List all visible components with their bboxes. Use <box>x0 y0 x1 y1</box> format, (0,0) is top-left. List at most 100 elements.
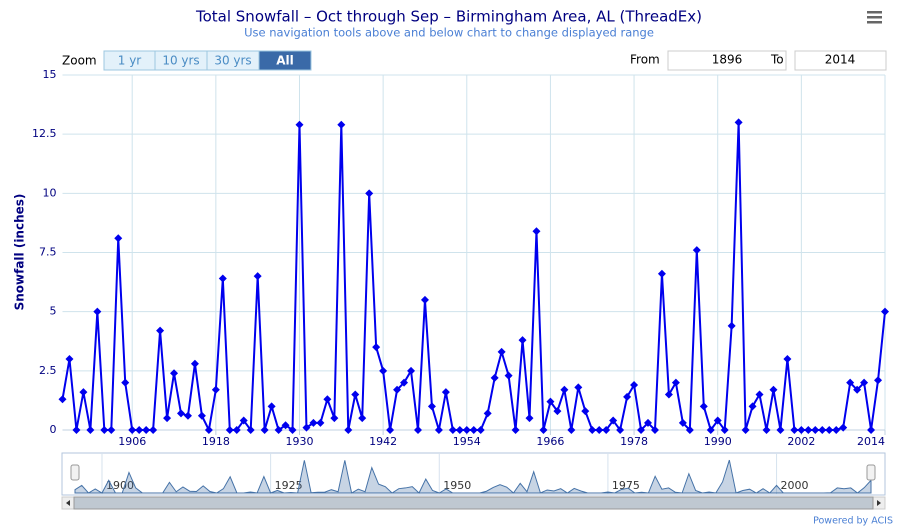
data-point <box>657 269 666 278</box>
x-tick-label: 1978 <box>620 435 648 448</box>
data-point <box>218 274 227 283</box>
data-point <box>532 227 541 236</box>
scrollbar-right-arrow[interactable] <box>877 500 881 506</box>
from-label: From <box>630 53 660 67</box>
data-point <box>811 426 820 434</box>
data-point <box>637 426 646 434</box>
data-point <box>713 416 722 425</box>
y-tick-label: 2.5 <box>39 364 57 377</box>
data-point <box>427 402 436 411</box>
data-point <box>434 426 443 434</box>
data-point <box>818 426 827 434</box>
navigator-tick-label: 2000 <box>781 479 809 492</box>
from-input[interactable] <box>667 50 787 71</box>
data-point <box>518 336 527 345</box>
data-point <box>630 381 639 390</box>
data-point <box>504 371 513 380</box>
data-point <box>671 378 680 387</box>
data-point <box>239 416 248 425</box>
data-point <box>246 426 255 434</box>
data-point <box>79 388 88 397</box>
credit: Powered by ACIS <box>813 516 893 527</box>
data-point <box>539 426 548 434</box>
zoom-button[interactable] <box>258 50 312 71</box>
data-point <box>623 392 632 401</box>
data-point <box>372 343 381 352</box>
data-point <box>316 418 325 427</box>
data-point <box>393 385 402 394</box>
scrollbar-left-arrow[interactable] <box>66 500 70 506</box>
data-point <box>581 407 590 416</box>
navigator-handle[interactable] <box>866 464 876 481</box>
zoom-button-label: 10 yrs <box>162 54 199 68</box>
data-point <box>455 426 464 434</box>
data-point <box>386 426 395 434</box>
data-point <box>881 307 889 316</box>
zoom-button-label: 30 yrs <box>214 54 251 68</box>
data-point <box>832 426 841 434</box>
data-point <box>281 421 290 430</box>
data-point <box>156 326 165 335</box>
navigator-tick-label: 1975 <box>612 479 640 492</box>
data-point <box>288 426 297 434</box>
data-point <box>323 395 332 404</box>
data-point <box>379 366 388 375</box>
data-point <box>609 416 618 425</box>
data-point <box>72 426 81 434</box>
menu-icon[interactable] <box>867 11 882 24</box>
from-value: 1896 <box>712 53 743 67</box>
x-tick-label: 2002 <box>787 435 815 448</box>
data-point <box>706 426 715 434</box>
data-point <box>748 402 757 411</box>
y-tick-label: 15 <box>43 68 57 81</box>
x-tick-label: 1906 <box>118 435 146 448</box>
data-point <box>546 397 555 406</box>
data-point <box>142 426 151 434</box>
data-point <box>741 426 750 434</box>
data-point <box>567 426 576 434</box>
data-point <box>114 234 123 243</box>
navigator-area <box>74 459 872 494</box>
data-point <box>699 402 708 411</box>
data-point <box>190 359 199 368</box>
data-point <box>149 426 158 434</box>
data-point <box>860 378 869 387</box>
navigator-tick-label: 1925 <box>275 479 303 492</box>
data-point <box>128 426 137 434</box>
data-point <box>344 426 353 434</box>
data-point <box>253 272 262 281</box>
to-input[interactable] <box>794 50 887 71</box>
y-tick-label: 0 <box>50 423 57 436</box>
scrollbar-thumb[interactable] <box>73 496 874 510</box>
data-point <box>483 409 492 418</box>
data-point <box>135 426 144 434</box>
data-point <box>267 402 276 411</box>
data-point <box>804 426 813 434</box>
x-tick-label: 1918 <box>202 435 230 448</box>
data-point <box>602 426 611 434</box>
data-point <box>762 426 771 434</box>
data-point <box>65 355 74 363</box>
data-point <box>525 414 534 423</box>
data-point <box>846 378 855 387</box>
menu-bar <box>867 21 882 24</box>
data-point <box>107 426 116 434</box>
zoom-button-label: 1 yr <box>118 54 142 68</box>
data-point <box>797 426 806 434</box>
to-label: To <box>770 53 784 67</box>
data-point <box>588 426 597 434</box>
chart-subtitle: Use navigation tools above and below cha… <box>244 26 654 40</box>
data-point <box>330 414 339 423</box>
data-point <box>874 376 883 385</box>
data-point <box>86 426 95 434</box>
data-point <box>734 118 743 127</box>
data-point <box>93 307 102 316</box>
data-point <box>183 411 192 420</box>
navigator-handle[interactable] <box>70 464 80 481</box>
data-point <box>469 426 478 434</box>
data-point <box>163 414 172 423</box>
zoom-label: Zoom <box>62 54 97 68</box>
data-point <box>553 407 562 416</box>
data-point <box>225 426 234 434</box>
